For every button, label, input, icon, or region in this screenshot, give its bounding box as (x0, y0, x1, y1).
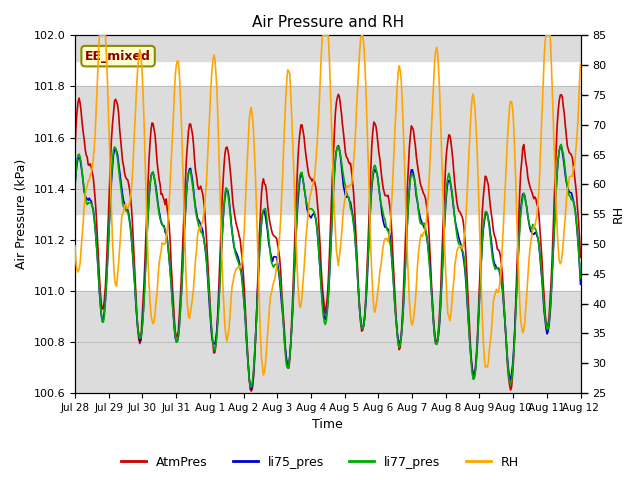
Y-axis label: Air Pressure (kPa): Air Pressure (kPa) (15, 159, 28, 269)
Y-axis label: RH: RH (612, 205, 625, 223)
Legend: AtmPres, li75_pres, li77_pres, RH: AtmPres, li75_pres, li77_pres, RH (116, 451, 524, 474)
Bar (75, 291, 580, 393)
Bar (75, 36, 580, 61)
X-axis label: Time: Time (312, 419, 343, 432)
Bar (75, 86, 580, 214)
Text: EE_mixed: EE_mixed (85, 49, 151, 63)
Title: Air Pressure and RH: Air Pressure and RH (252, 15, 404, 30)
